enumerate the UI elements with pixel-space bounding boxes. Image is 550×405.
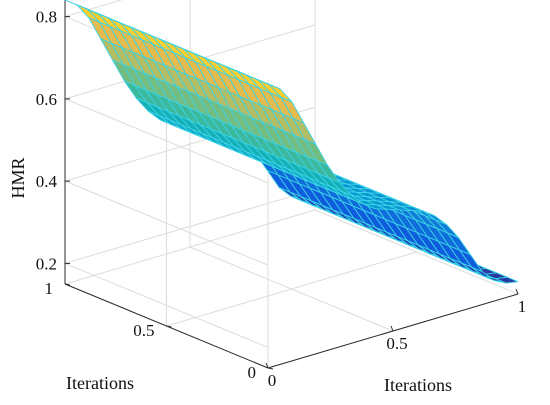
y-tick-label: 0.5 (133, 321, 154, 340)
grid-line-z-left-1 (64, 180, 269, 266)
y-tick-label: 0 (248, 363, 257, 382)
grid-line-floor-y-2 (64, 209, 316, 285)
y-axis-label: Iterations (66, 373, 134, 393)
y-tick-mark (64, 283, 71, 286)
x-tick-mark (390, 325, 394, 332)
z-axis-label: HMR (8, 157, 28, 198)
surface-patch (494, 276, 519, 284)
x-tick-mark (265, 362, 269, 369)
grid-line-floor-y-1 (166, 251, 417, 327)
x-tick-label: 0.5 (386, 334, 407, 353)
y-tick-mark (166, 325, 172, 328)
z-tick-label: 0.6 (36, 90, 57, 109)
axis-ticks: 0.2 0.4 0.6 0.8 0 0.5 1 0 0.5 1 (36, 8, 527, 390)
surface-mesh (64, 0, 519, 284)
x-tick-label: 0 (268, 371, 277, 390)
x-axis-label: Iterations (384, 375, 452, 395)
grid-line-z-back-0 (64, 188, 316, 264)
x-tick-label: 1 (518, 297, 527, 316)
z-tick-label: 0.8 (36, 8, 57, 27)
y-tick-mark (267, 367, 274, 370)
y-tick-label: 1 (45, 279, 54, 298)
z-tick-label: 0.2 (36, 254, 57, 273)
z-tick-label: 0.4 (36, 172, 58, 191)
grid-line-z-back-3 (64, 0, 123, 18)
x-tick-mark (515, 288, 519, 295)
grid-line-z-left-2 (64, 98, 269, 184)
grid-line-z-left-0 (64, 262, 269, 348)
